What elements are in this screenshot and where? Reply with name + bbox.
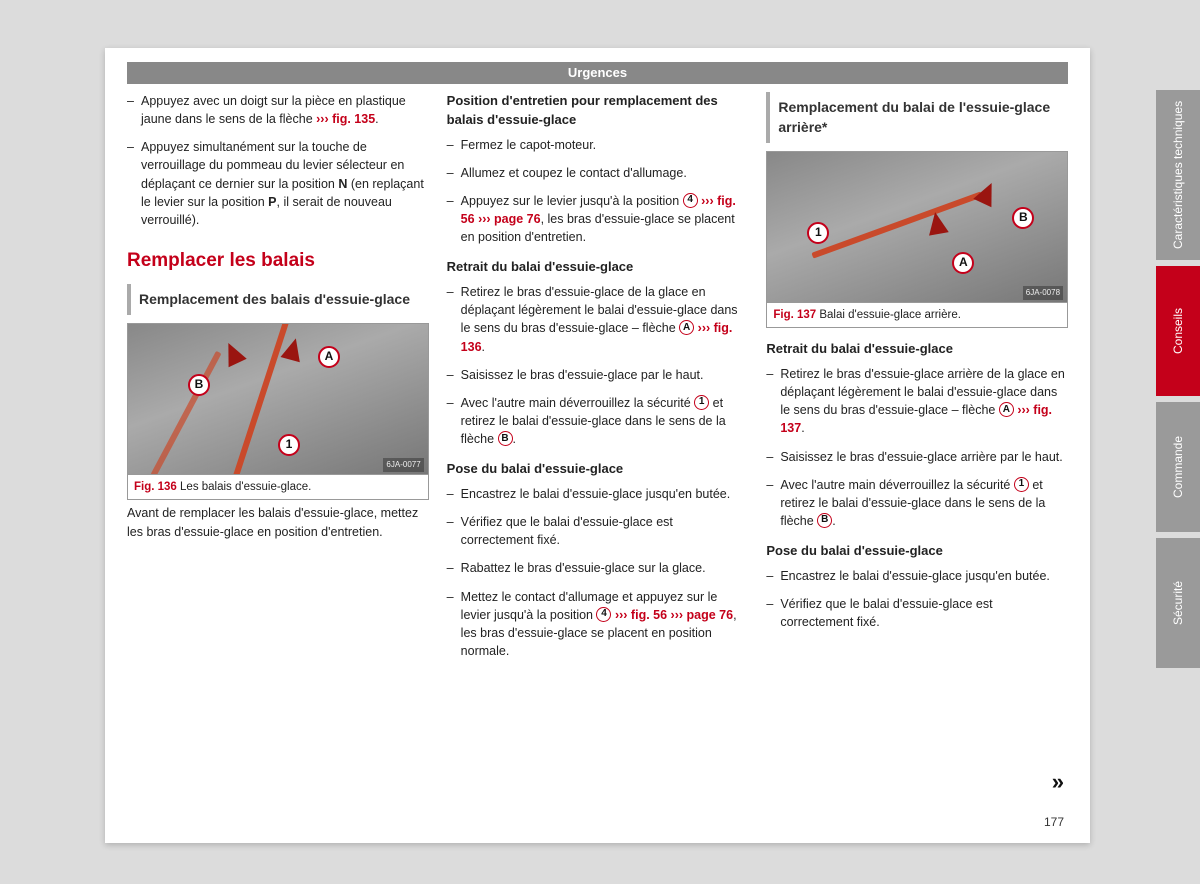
bullet-item: –Fermez le capot-moteur. (447, 136, 749, 154)
figure-137: 1 A B 6JA-0078 Fig. 137 Balai d'essuie-g… (766, 151, 1068, 329)
fig-num: Fig. 136 (134, 481, 177, 493)
image-tag: 6JA-0077 (383, 458, 423, 472)
fig-ref: ››› fig. 135 (316, 112, 375, 126)
figure-137-caption: Fig. 137 Balai d'essuie-glace arrière. (767, 302, 1067, 328)
bullet-item: – Mettez le contact d'allumage et appuye… (447, 588, 749, 661)
bullet-item: – Avec l'autre main déverrouillez la séc… (766, 476, 1068, 530)
bullet-item: – Avec l'autre main déverrouillez la séc… (447, 394, 749, 448)
figure-136-image: A B 1 6JA-0077 (128, 324, 428, 474)
sub-heading: Pose du balai d'essuie-glace (447, 460, 749, 479)
circle-ref-1: 1 (694, 395, 709, 410)
column-1: – Appuyez avec un doigt sur la pièce en … (127, 92, 429, 799)
sub-heading: Position d'entretien pour remplacement d… (447, 92, 749, 130)
continue-icon: » (1052, 769, 1064, 795)
side-tab[interactable]: Conseils (1156, 266, 1200, 396)
callout-1: 1 (278, 434, 300, 456)
column-2: Position d'entretien pour remplacement d… (447, 92, 749, 799)
subsection-heading: Remplacement des balais d'essuie-glace (127, 284, 429, 314)
circle-ref-b: B (817, 513, 832, 528)
bullet-item: –Encastrez le balai d'essuie-glace jusqu… (447, 485, 749, 503)
figure-137-image: 1 A B 6JA-0078 (767, 152, 1067, 302)
bullet-item: –Saisissez le bras d'essuie-glace par le… (447, 366, 749, 384)
sub-heading: Pose du balai d'essuie-glace (766, 542, 1068, 561)
bullet-item: – Appuyez sur le levier jusqu'à la posit… (447, 192, 749, 246)
sub-heading: Retrait du balai d'essuie-glace (766, 340, 1068, 359)
subsection-heading: Remplacement du balai de l'essuie-glace … (766, 92, 1068, 143)
figure-136-caption: Fig. 136 Les balais d'essuie-glace. (128, 474, 428, 500)
section-heading: Remplacer les balais (127, 247, 429, 275)
page-ref: ››› page 76 (671, 608, 734, 622)
image-tag: 6JA-0078 (1023, 286, 1063, 300)
bullet-item: –Allumez et coupez le contact d'allumage… (447, 164, 749, 182)
circle-ref-4: 4 (596, 607, 611, 622)
fig-ref: ››› fig. 56 (615, 608, 667, 622)
page-number: 177 (1044, 815, 1064, 829)
figure-136: A B 1 6JA-0077 Fig. 136 Les balais d'ess… (127, 323, 429, 501)
side-tab[interactable]: Sécurité (1156, 538, 1200, 668)
text: . (375, 112, 378, 126)
bullet-item: – Retirez le bras d'essuie-glace arrière… (766, 365, 1068, 438)
side-tabs: Caractéristiques techniques Conseils Comma… (1156, 48, 1200, 843)
content-columns: – Appuyez avec un doigt sur la pièce en … (127, 92, 1068, 799)
circle-ref-b: B (498, 431, 513, 446)
side-tab[interactable]: Commande (1156, 402, 1200, 532)
fig-text: Les balais d'essuie-glace. (177, 481, 312, 493)
header-bar: Urgences (127, 62, 1068, 84)
gear-p: P (268, 195, 276, 209)
callout-a: A (952, 252, 974, 274)
page-ref: ››› page 76 (478, 212, 541, 226)
bullet-item: –Saisissez le bras d'essuie-glace arrièr… (766, 448, 1068, 466)
callout-1: 1 (807, 222, 829, 244)
callout-a: A (318, 346, 340, 368)
circle-ref-a: A (999, 402, 1014, 417)
bullet-item: – Appuyez simultanément sur la touche de… (127, 138, 429, 229)
bullet-item: –Vérifiez que le balai d'essuie-glace es… (447, 513, 749, 549)
callout-b: B (188, 374, 210, 396)
fig-text: Balai d'essuie-glace arrière. (816, 309, 961, 321)
circle-ref-4: 4 (683, 193, 698, 208)
bullet-item: –Rabattez le bras d'essuie-glace sur la … (447, 559, 749, 577)
callout-b: B (1012, 207, 1034, 229)
bullet-item: – Appuyez avec un doigt sur la pièce en … (127, 92, 429, 128)
manual-page: Urgences – Appuyez avec un doigt sur la … (105, 48, 1090, 843)
paragraph: Avant de remplacer les balais d'essuie-g… (127, 504, 429, 540)
bullet-item: –Vérifiez que le balai d'essuie-glace es… (766, 595, 1068, 631)
circle-ref-a: A (679, 320, 694, 335)
side-tab[interactable]: Caractéristiques techniques (1156, 90, 1200, 260)
fig-num: Fig. 137 (773, 309, 816, 321)
column-3: Remplacement du balai de l'essuie-glace … (766, 92, 1068, 799)
circle-ref-1: 1 (1014, 477, 1029, 492)
sub-heading: Retrait du balai d'essuie-glace (447, 258, 749, 277)
bullet-item: – Retirez le bras d'essuie-glace de la g… (447, 283, 749, 356)
bullet-item: –Encastrez le balai d'essuie-glace jusqu… (766, 567, 1068, 585)
